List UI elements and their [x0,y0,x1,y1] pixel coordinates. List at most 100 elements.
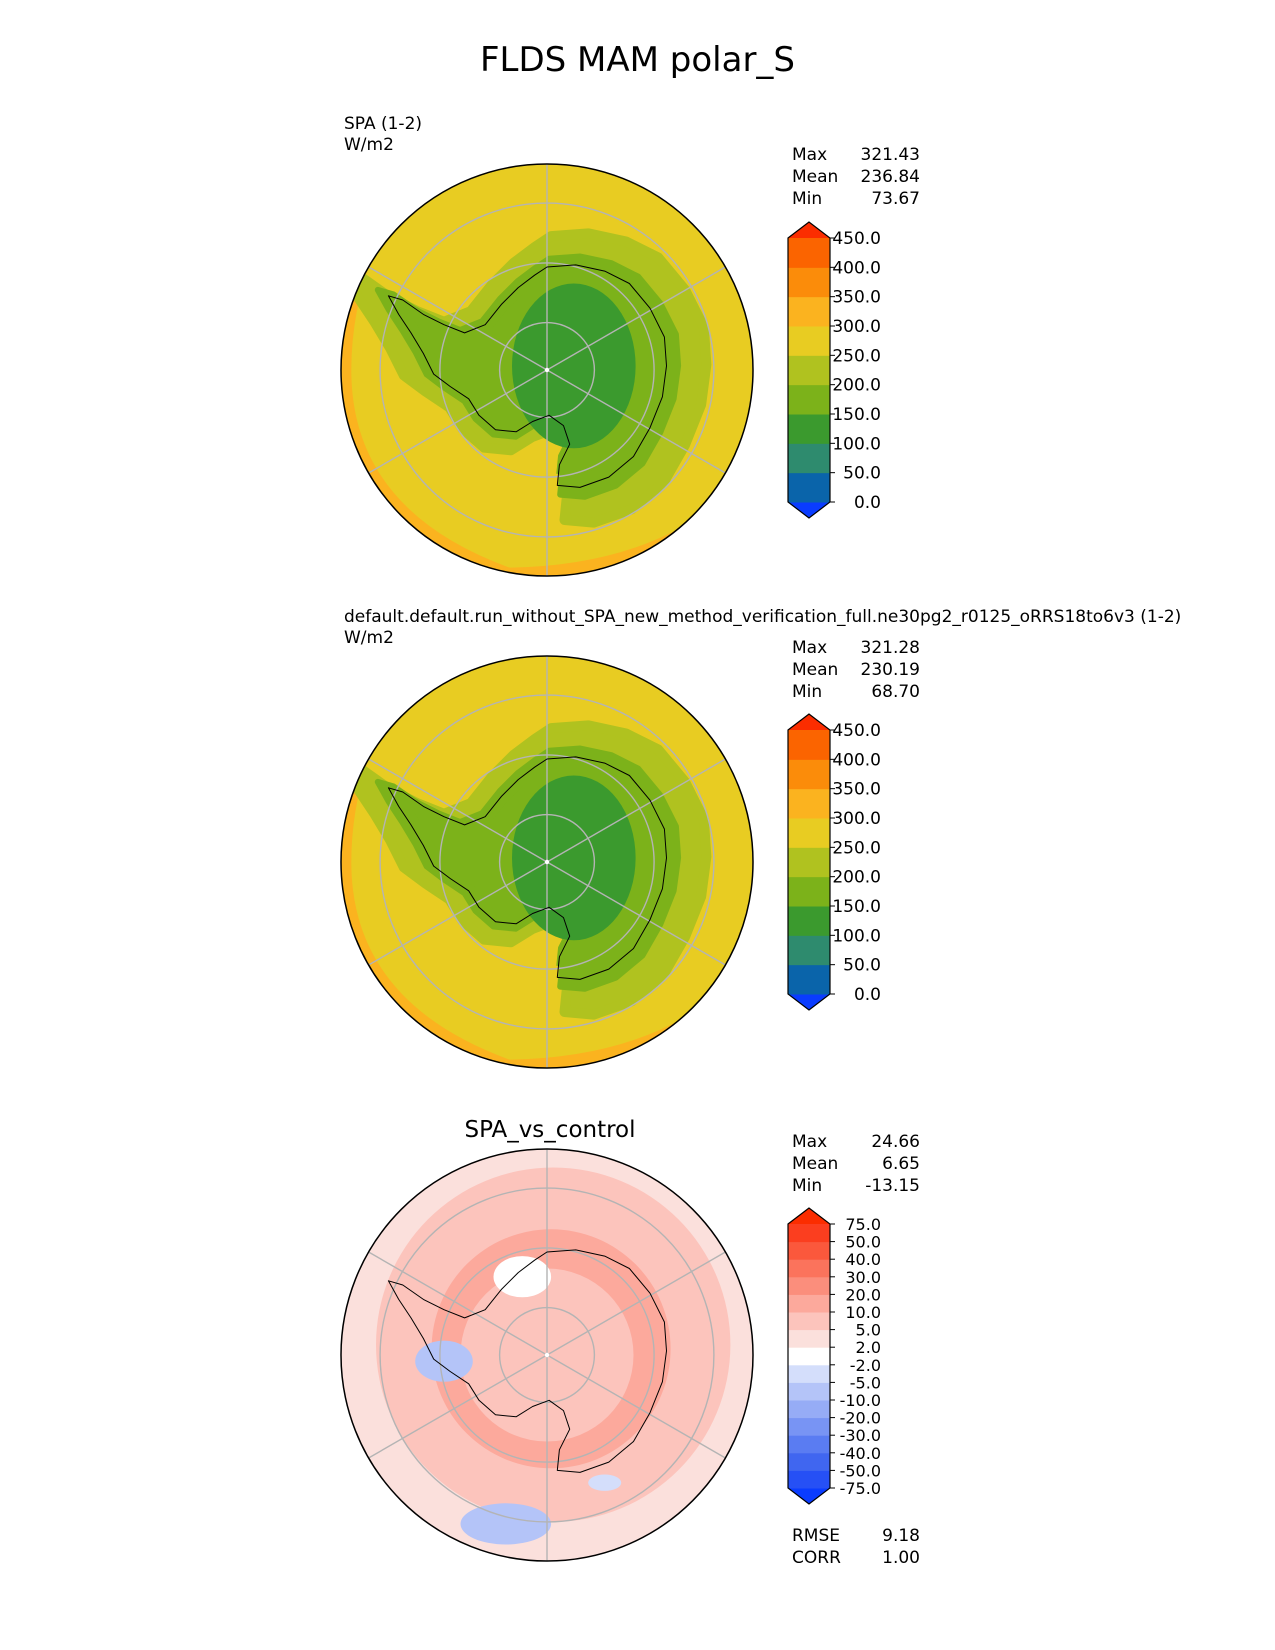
colorbar-bin [788,1259,830,1278]
colorbar-bin [788,1276,830,1295]
colorbar-tick-label: 0.0 [854,493,881,513]
coastline [387,264,667,488]
colorbar-bin [788,1452,830,1471]
colorbar-bin [788,472,830,503]
colorbar-tick-label: 50.0 [843,956,881,976]
field-plateau [512,283,636,449]
panel-2-stat-max: Max 321.28 [792,638,920,658]
colorbar-tick-label: 50.0 [845,1233,881,1252]
colorbar-bin [788,1312,830,1331]
longitude-gridline [546,369,726,474]
longitude-gridline [368,1354,548,1459]
field-near-zero [493,1256,552,1298]
colorbar-bin [788,1294,830,1313]
panel-3-stat-max: Max 24.66 [792,1132,920,1152]
colorbar-bin [788,1364,830,1383]
colorbar-extend-max [788,222,830,238]
colorbar-tick-label: 150.0 [832,897,881,917]
colorbar-tick-label: 250.0 [832,346,881,366]
colorbar-bin [788,1417,830,1436]
colorbar-tick-label: 200.0 [832,868,881,888]
colorbar-tick-label: -30.0 [840,1426,881,1445]
colorbar-tick-label: -2.0 [850,1356,881,1375]
pole-marker [544,1352,550,1358]
colorbar-bin [788,1435,830,1454]
colorbar-bin [788,935,830,966]
colorbar-tick-label: 350.0 [832,288,881,308]
panel-3-stats: Max 24.66 Mean 6.65 Min -13.15 [792,1131,920,1197]
colorbar-bin [788,296,830,327]
coastline [387,1249,667,1473]
colorbar-tick-label: -40.0 [840,1444,881,1463]
panel-3-metrics: RMSE 9.18 CORR 1.00 [792,1525,920,1569]
colorbar-2: 0.0 50.0 100.0 150.0 200.0 250.0 300.0 350.0 400… [787,713,881,1011]
colorbar-bin [788,384,830,415]
longitude-gridline [368,758,548,863]
panel-3-stat-mean: Mean 6.65 [792,1154,920,1174]
panel-2-name: default.default.run_without_SPA_new_meth… [344,607,1182,627]
polar-map-3 [340,1148,754,1562]
map-boundary [340,655,754,1069]
colorbar-bin [788,730,830,760]
colorbar-3: -75.0-50.0-40.0-30.0-20.0-10.0-5.0-2.02.… [787,1207,881,1505]
colorbar-bin [788,1470,830,1489]
colorbar-bin [788,355,830,386]
colorbar-tick-label: 300.0 [832,317,881,337]
colorbar-bin [788,267,830,298]
longitude-gridline [546,758,726,863]
colorbar-bin [788,788,830,819]
colorbar-tick-label: -75.0 [840,1479,881,1498]
panel-1-stat-max: Max 321.43 [792,145,920,165]
colorbar-tick-label: 450.0 [832,229,881,249]
colorbar-bin [788,238,830,268]
panel-3-metric-corr: CORR 1.00 [792,1548,920,1568]
colorbar-tick-label: 150.0 [832,405,881,425]
colorbar-tick-label: 250.0 [832,838,881,858]
panel-1-name: SPA (1-2) [344,114,423,134]
colorbar-bin [788,876,830,907]
colorbar-1: 0.0 50.0 100.0 150.0 200.0 250.0 300.0 350.0 400… [787,221,881,519]
colorbar-bin [788,443,830,474]
field-negative-ross [460,1503,552,1545]
colorbar-tick-label: 30.0 [845,1268,881,1287]
colorbar-tick-label: 100.0 [832,926,881,946]
colorbar-tick-label: 75.0 [845,1215,881,1234]
colorbar-bin [788,906,830,936]
colorbar-tick-label: 5.0 [856,1321,881,1340]
colorbar-extend-max [788,714,830,730]
longitude-gridline [368,266,548,371]
colorbar-bin [788,964,830,995]
panel-2-units: W/m2 [344,628,394,648]
colorbar-extend-max [788,1208,830,1224]
colorbar-extend-min [788,502,830,518]
longitude-gridline [368,861,548,966]
colorbar-bin [788,1400,830,1419]
field-plateau [512,775,636,941]
colorbar-tick-label: 2.0 [856,1338,881,1357]
longitude-gridline [546,1251,726,1356]
panel-3-title: SPA_vs_control [464,1117,636,1143]
longitude-gridline [546,861,726,966]
colorbar-bin [788,326,830,356]
colorbar-bin [788,1329,830,1348]
colorbar-bin [788,847,830,878]
colorbar-tick-label: 400.0 [832,750,881,770]
colorbar-tick-label: 40.0 [845,1250,881,1269]
colorbar-tick-label: 100.0 [832,434,881,454]
colorbar-bin [788,759,830,790]
colorbar-extend-min [788,1488,830,1504]
figure-title: FLDS MAM polar_S [479,40,796,80]
colorbar-tick-label: 400.0 [832,258,881,278]
panel-2-stat-mean: Mean 230.19 [792,660,920,680]
field-negative-weddell [415,1340,473,1382]
colorbar-tick-label: 300.0 [832,809,881,829]
map-boundary [340,1148,754,1562]
panel-3-metric-rmse: RMSE 9.18 [792,1526,920,1546]
colorbar-tick-label: 200.0 [832,376,881,396]
colorbar-tick-label: 10.0 [845,1303,881,1322]
colorbar-tick-label: -10.0 [840,1391,881,1410]
panel-2-stat-min: Min 68.70 [792,682,920,702]
colorbar-tick-label: 20.0 [845,1285,881,1304]
panel-1-stat-min: Min 73.67 [792,189,920,209]
pole-marker [544,859,550,865]
